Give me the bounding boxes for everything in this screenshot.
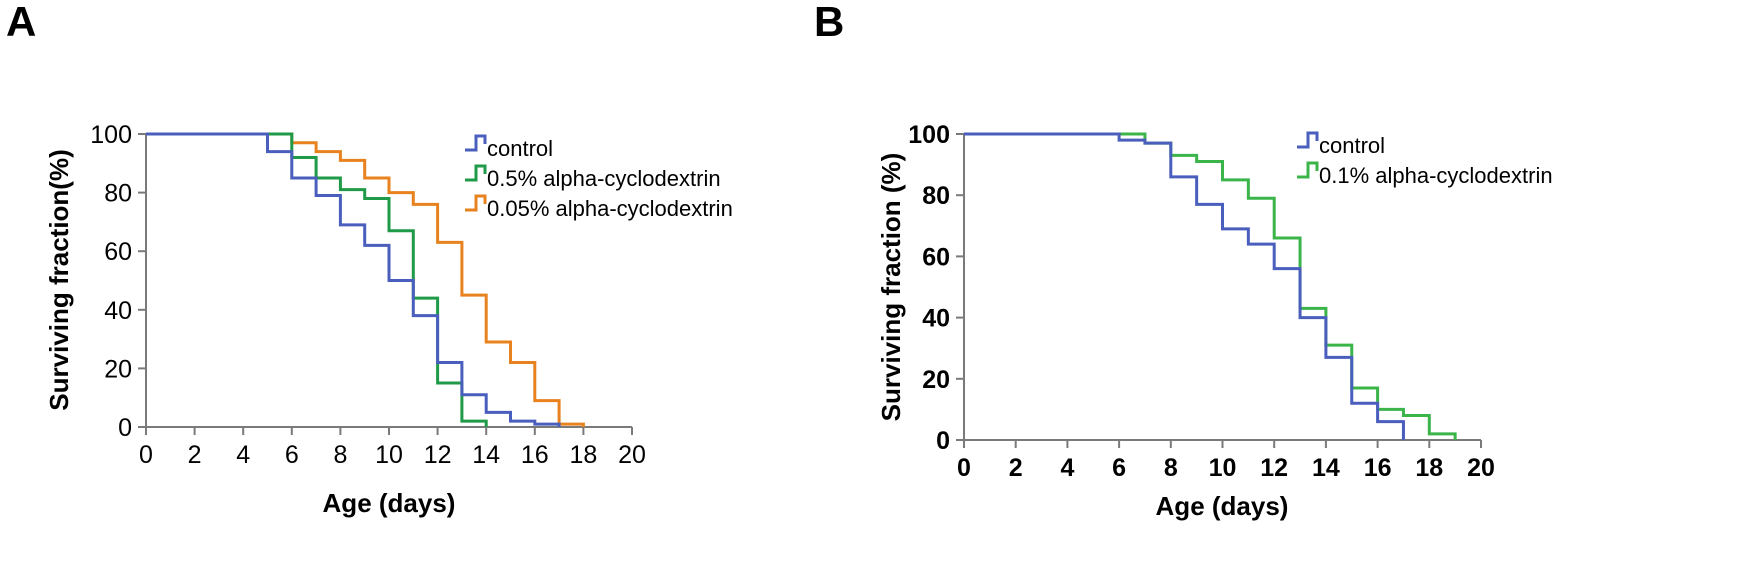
survival-curve-2 (964, 132, 1457, 440)
x-tick-label: 20 (618, 441, 646, 469)
x-tick-label: 20 (1467, 454, 1495, 482)
survival-curve-3 (146, 132, 585, 427)
x-tick-label: 4 (1060, 454, 1074, 482)
x-tick-label: 12 (1260, 454, 1288, 482)
legend-swatch (1297, 131, 1319, 149)
x-tick-label: 6 (285, 441, 299, 469)
y-tick-label: 80 (104, 180, 132, 208)
x-tick-label: 14 (472, 441, 500, 469)
panel-label: B (814, 0, 844, 45)
x-tick-label: 2 (1009, 454, 1023, 482)
x-axis-title: Age (days) (1156, 491, 1289, 521)
survival-curve-1 (964, 132, 1405, 440)
legend-entry-label: 0.5% alpha-cyclodextrin (487, 166, 721, 191)
survival-curve-1 (146, 132, 561, 427)
y-tick-label: 40 (922, 305, 950, 333)
y-tick-label: 80 (922, 182, 950, 210)
y-tick-label: 0 (936, 427, 950, 455)
y-tick-label: 20 (922, 366, 950, 394)
y-tick-label: 0 (118, 414, 132, 442)
x-tick-label: 18 (569, 441, 597, 469)
chart-panel-a: A 0 2 4 6 8 10 12 14 16 18 20 0 20 40 60 80 100 Age (days)… (6, 0, 733, 518)
y-tick-label: 100 (90, 121, 132, 149)
legend-swatch (1297, 161, 1319, 179)
legend-swatch (465, 164, 487, 182)
x-tick-label: 12 (424, 441, 452, 469)
panel-label: A (6, 0, 36, 45)
y-tick-label: 60 (922, 243, 950, 271)
legend-swatch (465, 194, 487, 212)
x-tick-label: 6 (1112, 454, 1126, 482)
x-tick-label: 14 (1312, 454, 1340, 482)
x-tick-label: 10 (375, 441, 403, 469)
y-axis-title: Surviving fraction (%) (876, 153, 906, 422)
x-tick-label: 16 (521, 441, 549, 469)
x-tick-label: 8 (1164, 454, 1178, 482)
x-tick-label: 10 (1209, 454, 1237, 482)
x-tick-label: 4 (236, 441, 250, 469)
x-tick-label: 0 (139, 441, 153, 469)
legend-entry-label: 0.1% alpha-cyclodextrin (1319, 163, 1553, 188)
y-tick-label: 60 (104, 238, 132, 266)
x-tick-label: 18 (1415, 454, 1443, 482)
legend-entry-label: control (487, 136, 553, 161)
x-tick-label: 16 (1364, 454, 1392, 482)
chart-panel-b: B 0 2 4 6 8 10 12 14 16 18 20 0 20 40 60 80 100 Age (days)… (814, 0, 1553, 521)
legend-entry-label: control (1319, 133, 1385, 158)
x-tick-label: 2 (188, 441, 202, 469)
y-tick-label: 100 (908, 121, 950, 149)
y-tick-label: 20 (104, 355, 132, 383)
y-tick-label: 40 (104, 297, 132, 325)
y-axis-title: Surviving fraction(%) (44, 149, 74, 410)
legend-swatch (465, 134, 487, 152)
x-tick-label: 0 (957, 454, 971, 482)
x-tick-label: 8 (333, 441, 347, 469)
legend-entry-label: 0.05% alpha-cyclodextrin (487, 196, 733, 221)
x-axis-title: Age (days) (323, 488, 456, 518)
